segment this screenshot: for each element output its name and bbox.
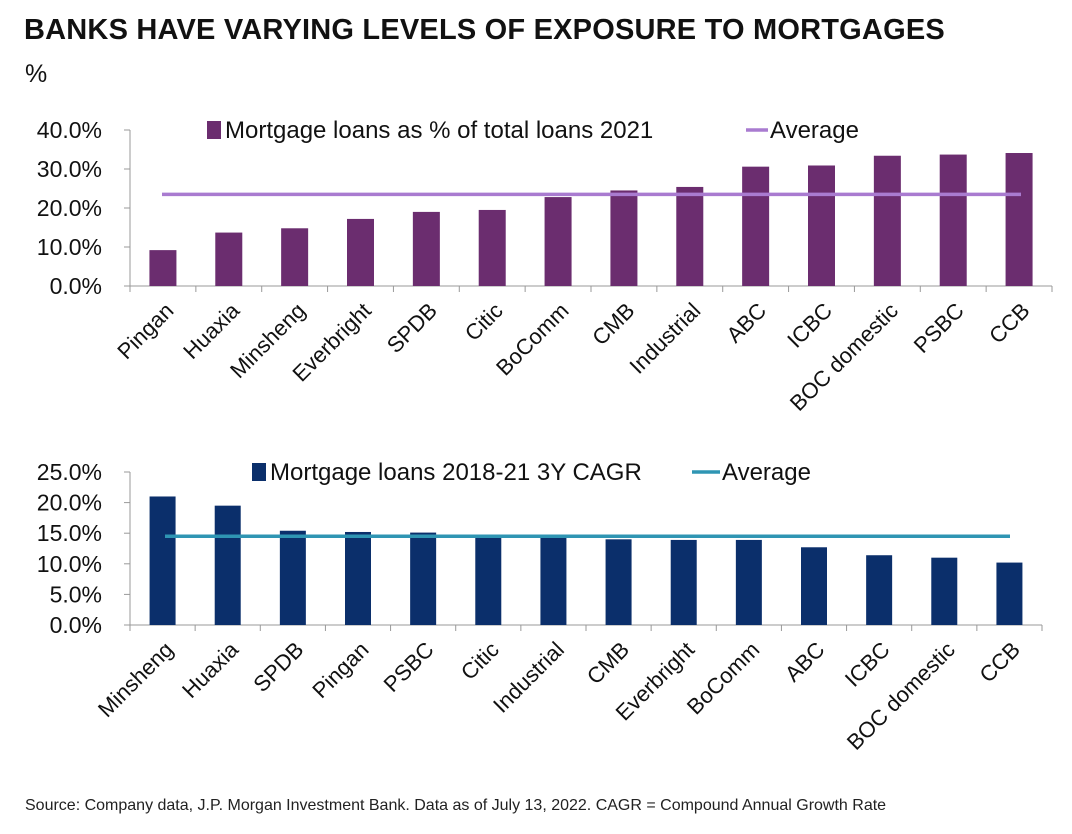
bar-cmb — [610, 190, 638, 286]
y-tick-label: 5.0% — [50, 581, 102, 607]
y-tick-label: 25.0% — [37, 459, 102, 485]
category-label: SPDB — [248, 637, 308, 697]
y-tick-label: 40.0% — [37, 117, 102, 143]
bar-everbright — [670, 539, 697, 625]
category-label: CCB — [984, 298, 1035, 349]
category-label: Huaxia — [178, 297, 245, 364]
bar-everbright — [347, 218, 374, 286]
y-tick-label: 20.0% — [37, 490, 102, 516]
bar-huaxia — [215, 232, 243, 286]
category-label: BoComm — [491, 298, 574, 381]
unit-label: % — [25, 60, 48, 88]
legend-swatch-bar — [207, 121, 221, 139]
y-tick-label: 20.0% — [37, 195, 102, 221]
category-label: Pingan — [112, 298, 178, 364]
legend-label-average: Average — [722, 459, 811, 486]
y-tick-label: 15.0% — [37, 520, 102, 546]
bar-citic — [475, 536, 502, 625]
chart-mortgage-share: 0.0%10.0%20.0%30.0%40.0%Pingan HuaxiaMins… — [37, 117, 1053, 416]
bar-spdb — [279, 530, 306, 625]
chart-title: BANKS HAVE VARYING LEVELS OF EXPOSURE TO… — [24, 14, 945, 46]
bar-cmb — [605, 539, 632, 625]
category-label: PSBC — [909, 298, 969, 358]
bar-boc-domestic — [931, 557, 958, 625]
bar-pingan — [149, 250, 177, 286]
bar-icbc — [808, 165, 835, 286]
bar-industrial — [676, 186, 704, 286]
category-label: BoComm — [682, 637, 765, 720]
category-label: CMB — [582, 637, 634, 689]
bar-pingan — [345, 531, 371, 625]
bar-bocomm — [735, 539, 762, 625]
y-tick-label: 0.0% — [50, 612, 102, 638]
bar-minsheng — [149, 496, 176, 625]
bar-citic — [478, 209, 506, 286]
legend-label-average: Average — [770, 117, 859, 144]
category-label: Citic — [456, 637, 504, 685]
category-label: Huaxia — [177, 636, 244, 703]
legend-label-bar: Mortgage loans as % of total loans 2021 — [225, 117, 653, 144]
bar-abc — [742, 166, 770, 286]
category-label: PSBC — [379, 637, 439, 697]
category-label: ABC — [722, 298, 772, 348]
legend-swatch-bar — [252, 463, 266, 481]
category-label: Industrial — [625, 298, 706, 379]
chart-mortgage-cagr: 0.0% 5.0% 10.0% 15.0% 20.0% 25.0% Minsheng Huax… — [37, 459, 1043, 755]
bar-ccb — [1005, 153, 1033, 286]
bar-psbc — [410, 532, 437, 625]
bar-spdb — [412, 211, 440, 286]
category-label: Industrial — [488, 637, 569, 718]
category-label: ABC — [780, 637, 830, 687]
bar-minsheng — [281, 228, 309, 286]
bar-icbc — [866, 555, 893, 625]
category-label: ICBC — [840, 637, 895, 692]
bar-huaxia — [214, 505, 241, 625]
y-tick-label: 10.0% — [37, 234, 102, 260]
y-tick-label: 10.0% — [37, 551, 102, 577]
y-tick-label: 30.0% — [37, 156, 102, 182]
category-label: SPDB — [382, 298, 442, 358]
bar-ccb — [996, 562, 1023, 625]
category-label: Minsheng — [93, 637, 178, 722]
source-note: Source: Company data, J.P. Morgan Invest… — [25, 797, 887, 814]
category-label: Pingan — [307, 637, 373, 703]
bar-abc — [801, 547, 827, 625]
bar-bocomm — [544, 197, 572, 286]
bar-industrial — [540, 537, 567, 625]
bar-psbc — [939, 154, 967, 286]
legend-label-bar: Mortgage loans 2018-21 3Y CAGR — [270, 459, 642, 486]
category-label: ICBC — [782, 298, 837, 353]
category-label: CMB — [587, 298, 639, 350]
bar-boc-domestic — [873, 155, 901, 286]
category-label: Citic — [460, 298, 508, 346]
category-label: CCB — [974, 637, 1025, 688]
y-tick-label: 0.0% — [50, 273, 102, 299]
